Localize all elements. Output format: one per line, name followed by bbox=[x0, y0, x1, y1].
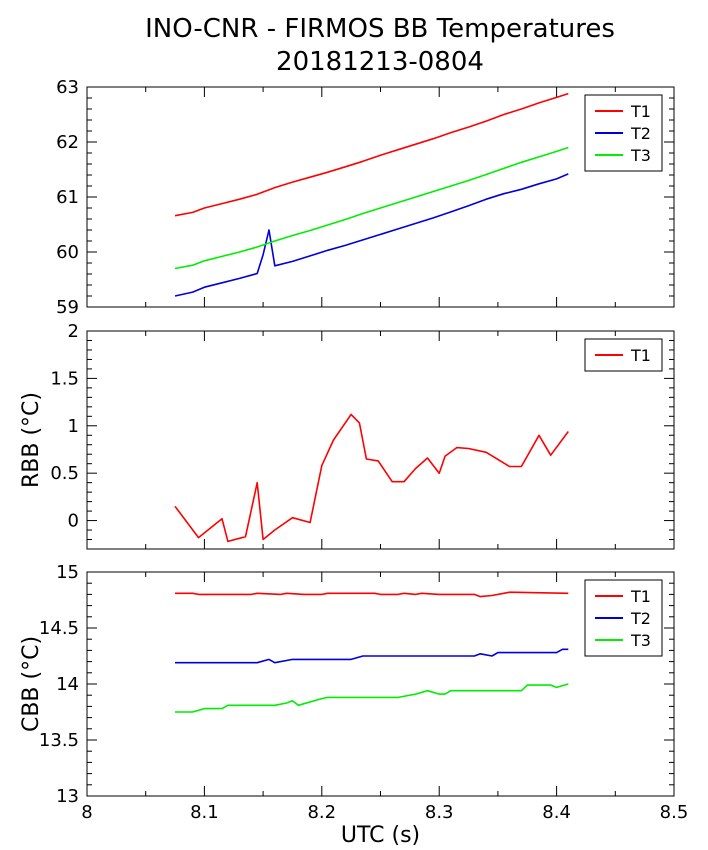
y-tick-label: 1 bbox=[68, 416, 79, 437]
x-tick-label: 8.5 bbox=[660, 802, 689, 823]
y-tick-label: 13 bbox=[56, 786, 79, 807]
x-tick-label: 8 bbox=[81, 802, 92, 823]
series-line-t3 bbox=[174, 146, 569, 270]
legend-label-t1: T1 bbox=[630, 346, 651, 365]
legend-label-t2: T2 bbox=[630, 609, 651, 628]
y-tick-label: 1.5 bbox=[50, 368, 79, 389]
y-tick-label: 60 bbox=[56, 242, 79, 263]
chart-panel-1: 59 60 61 62 63 T1 T2 T3 bbox=[56, 77, 675, 318]
x-tick-label: 8.2 bbox=[307, 802, 336, 823]
chart-panels: 59 60 61 62 63 T1 T2 T3 0 0.5 1 1.5 2 RBB (°C) T1 13 13.… bbox=[19, 77, 688, 848]
chart-panel-2: 0 0.5 1 1.5 2 RBB (°C) T1 bbox=[19, 321, 675, 550]
x-axis-title: UTC (s) bbox=[341, 823, 420, 848]
legend-label-t3: T3 bbox=[630, 631, 651, 650]
y-tick-label: 59 bbox=[56, 297, 79, 318]
chart-title-line1: INO-CNR - FIRMOS BB Temperatures bbox=[145, 14, 615, 44]
series-line-t2 bbox=[174, 173, 569, 297]
y-tick-label: 0 bbox=[68, 511, 79, 532]
legend-label-t1: T1 bbox=[630, 587, 651, 606]
series-line-t3 bbox=[175, 683, 569, 713]
y-tick-label: 14.5 bbox=[39, 618, 79, 639]
y-axis-title: RBB (°C) bbox=[19, 392, 44, 488]
legend-label-t3: T3 bbox=[630, 146, 651, 165]
y-tick-label: 2 bbox=[68, 321, 79, 342]
legend-label-t1: T1 bbox=[630, 102, 651, 121]
series-line-t2 bbox=[175, 648, 569, 664]
series-line-t1 bbox=[175, 591, 569, 598]
y-tick-label: 0.5 bbox=[50, 463, 79, 484]
y-tick-label: 61 bbox=[56, 187, 79, 208]
chart-panel-3: 13 13.5 14 14.5 15 8 8.1 8.2 8.3 8.4 8.5 UTC (s) CBB… bbox=[19, 562, 688, 848]
series-line-t1 bbox=[174, 413, 569, 543]
chart-title-line2: 20181213-0804 bbox=[276, 47, 484, 77]
y-tick-label: 14 bbox=[56, 674, 79, 695]
x-tick-label: 8.3 bbox=[425, 802, 454, 823]
y-tick-label: 15 bbox=[56, 562, 79, 583]
legend-label-t2: T2 bbox=[630, 124, 651, 143]
y-tick-label: 62 bbox=[56, 132, 79, 153]
x-tick-label: 8.4 bbox=[542, 802, 571, 823]
x-tick-label: 8.1 bbox=[190, 802, 219, 823]
y-axis-title: CBB (°C) bbox=[19, 636, 44, 732]
y-tick-label: 63 bbox=[56, 77, 79, 98]
y-tick-label: 13.5 bbox=[39, 730, 79, 751]
series-line-t1 bbox=[174, 92, 569, 217]
